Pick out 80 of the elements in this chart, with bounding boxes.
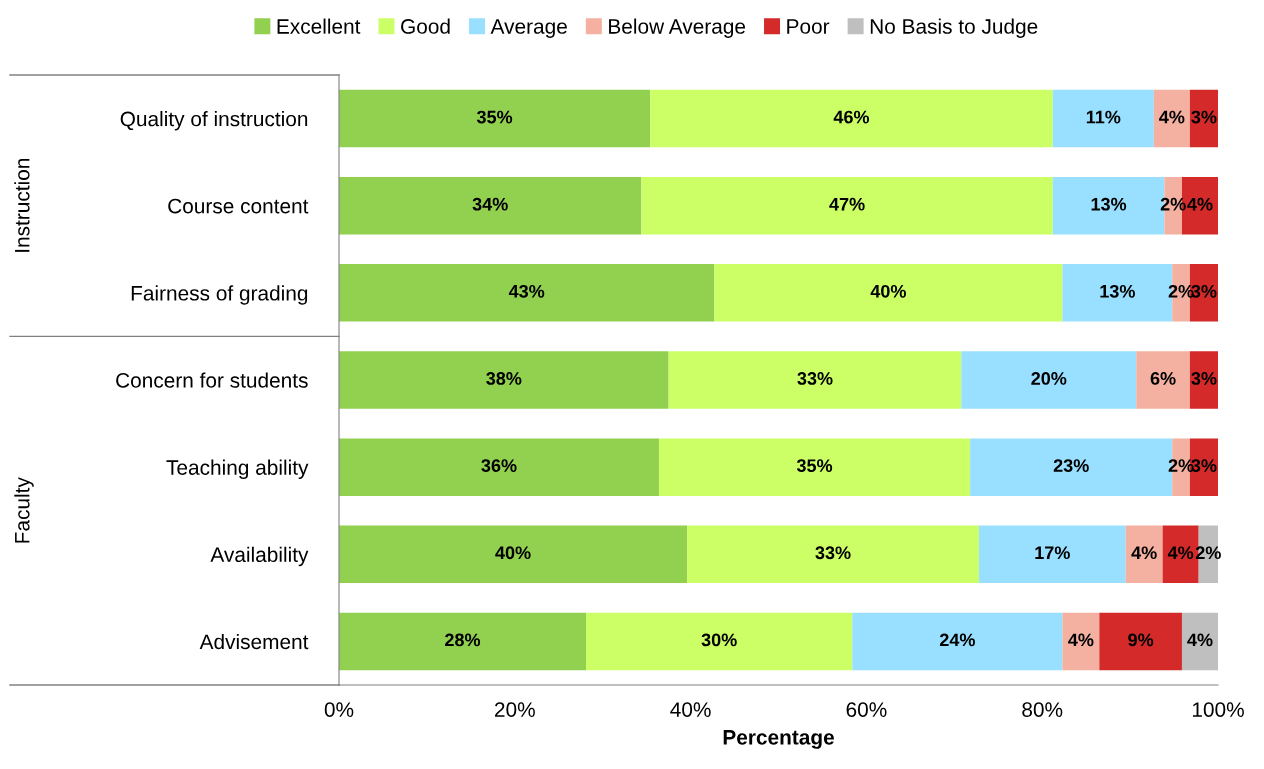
bar bbox=[1153, 89, 1190, 148]
bar bbox=[852, 612, 1063, 671]
bar bbox=[339, 351, 669, 409]
data-label: 13% bbox=[1100, 284, 1135, 298]
bar bbox=[687, 525, 979, 584]
data-label: 4% bbox=[1068, 633, 1094, 647]
bar bbox=[339, 176, 642, 235]
data-label: 46% bbox=[833, 110, 870, 124]
bar bbox=[339, 264, 715, 322]
bar bbox=[714, 264, 1063, 322]
legend-label: Good bbox=[401, 18, 450, 34]
x-tick-label: 100% bbox=[1192, 702, 1244, 717]
bar bbox=[961, 351, 1137, 409]
data-label: 35% bbox=[796, 459, 833, 473]
x-tick-label: 40% bbox=[670, 702, 711, 717]
data-label: 40% bbox=[495, 546, 531, 560]
bar bbox=[668, 351, 962, 409]
bar bbox=[1125, 525, 1163, 584]
data-label: 28% bbox=[445, 633, 481, 647]
y-tick-label: Teaching ability bbox=[166, 459, 309, 480]
data-label: 13% bbox=[1091, 197, 1127, 211]
data-label: 4% bbox=[1167, 546, 1194, 560]
text: Instruction bbox=[14, 159, 30, 252]
legend-label: No Basis to Judge bbox=[870, 18, 1038, 38]
bar bbox=[650, 89, 1053, 148]
y-tick-label: Concern for students bbox=[116, 372, 308, 388]
bar bbox=[1189, 351, 1218, 409]
data-label: 36% bbox=[481, 459, 517, 473]
data-label: 33% bbox=[797, 372, 833, 385]
data-label: 20% bbox=[1031, 372, 1067, 385]
legend-label: Poor bbox=[787, 19, 830, 34]
data-label: 3% bbox=[1191, 110, 1217, 124]
data-label: 4% bbox=[1131, 546, 1157, 560]
bar bbox=[586, 612, 853, 671]
x-axis-title: Percentage bbox=[723, 730, 834, 749]
bar bbox=[339, 612, 586, 671]
y-tick-label: Advisement bbox=[199, 633, 309, 650]
y-tick-label: Quality of instruction bbox=[120, 111, 308, 131]
bar bbox=[1052, 89, 1154, 148]
data-label: 43% bbox=[508, 284, 545, 298]
text: Faculty bbox=[14, 477, 34, 543]
x-tick-label: 20% bbox=[495, 702, 535, 717]
y-tick-label: Course content bbox=[168, 198, 309, 214]
data-label: 34% bbox=[472, 197, 508, 211]
bar bbox=[1189, 89, 1218, 148]
data-label: 33% bbox=[815, 546, 851, 560]
bar bbox=[1136, 351, 1190, 409]
data-label: 6% bbox=[1150, 372, 1176, 385]
bar bbox=[339, 89, 651, 148]
data-label: 4% bbox=[1187, 197, 1213, 211]
data-label: 40% bbox=[870, 284, 906, 298]
data-label: 4% bbox=[1187, 633, 1213, 647]
legend-label: Below Average bbox=[609, 18, 746, 38]
bar bbox=[339, 438, 659, 496]
x-tick-label: 60% bbox=[846, 702, 887, 717]
y-tick-label: Fairness of grading bbox=[131, 285, 308, 305]
bar bbox=[978, 525, 1126, 584]
data-label: 47% bbox=[829, 197, 865, 211]
bar bbox=[1099, 612, 1182, 671]
x-tick-label: 0% bbox=[324, 702, 354, 717]
data-label: 11% bbox=[1086, 110, 1121, 124]
bar bbox=[641, 176, 1053, 235]
data-label: 9% bbox=[1128, 633, 1154, 647]
data-label: 4% bbox=[1159, 110, 1185, 124]
data-label: 30% bbox=[701, 633, 737, 647]
data-label: 24% bbox=[939, 633, 975, 647]
y-tick-label: Availability bbox=[210, 546, 309, 567]
bar bbox=[1181, 612, 1218, 671]
data-label: 2% bbox=[1160, 197, 1186, 211]
bar bbox=[1062, 612, 1100, 671]
legend-label: Excellent bbox=[277, 18, 361, 34]
data-label: 38% bbox=[486, 372, 522, 385]
legend-label: Average bbox=[490, 19, 567, 38]
data-label: 3% bbox=[1191, 372, 1217, 385]
data-label: 35% bbox=[476, 110, 513, 124]
x-tick-label: 80% bbox=[1022, 702, 1063, 717]
bar bbox=[658, 438, 971, 496]
bar bbox=[339, 525, 688, 584]
data-label: 17% bbox=[1035, 546, 1070, 560]
data-label: 23% bbox=[1053, 459, 1089, 473]
